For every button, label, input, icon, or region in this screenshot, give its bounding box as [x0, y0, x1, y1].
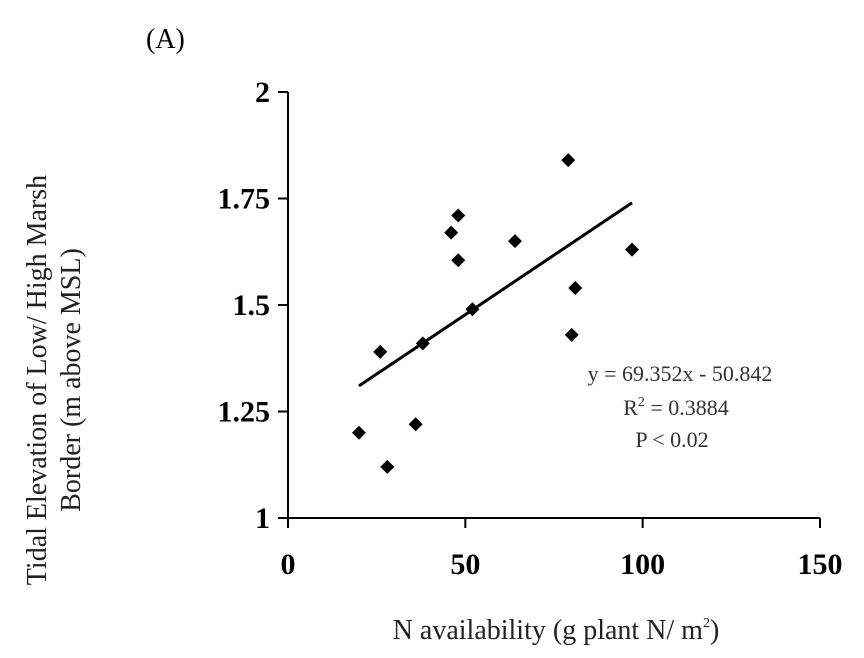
x-tick-label: 0: [281, 548, 296, 581]
data-points: [351, 153, 640, 474]
x-tick-label: 100: [620, 548, 665, 581]
data-point: [451, 208, 466, 223]
regression-equation: y = 69.352x - 50.842: [588, 361, 773, 386]
data-point: [408, 417, 423, 432]
y-tick-label: 1: [255, 502, 270, 535]
data-point: [380, 459, 395, 474]
data-point: [351, 425, 366, 440]
panel-label: (A): [146, 24, 185, 55]
trend-line-group: [358, 201, 633, 388]
data-point: [564, 327, 579, 342]
x-tick-label: 50: [450, 548, 480, 581]
y-axis-title-line-2: Border (m above MSL): [56, 248, 87, 512]
r-squared-label: R2 = 0.3884: [623, 395, 729, 420]
x-axis-ticks: 0 50 100 150: [281, 518, 843, 581]
trend-line: [358, 201, 633, 388]
y-axis-ticks: 1 1.25 1.5 1.75 2: [218, 76, 288, 535]
data-point: [373, 344, 388, 359]
data-point: [568, 280, 583, 295]
y-axis-title-line-1: Tidal Elevation of Low/ High Marsh: [22, 175, 53, 585]
x-axis-title: N availability (g plant N/ m2): [393, 615, 720, 646]
data-point: [561, 153, 576, 168]
y-tick-label: 1.75: [218, 183, 271, 216]
data-point: [507, 234, 522, 249]
data-point: [415, 336, 430, 351]
regression-annotation: y = 69.352x - 50.842 R2 = 0.3884 P < 0.0…: [588, 361, 773, 452]
data-point: [451, 253, 466, 268]
y-tick-label: 1.5: [233, 289, 271, 322]
y-tick-label: 2: [255, 76, 270, 109]
y-tick-label: 1.25: [218, 396, 271, 429]
data-point: [625, 242, 640, 257]
y-axis-title: Tidal Elevation of Low/ High Marsh Borde…: [22, 175, 87, 585]
x-tick-label: 150: [798, 548, 843, 581]
p-value-label: P < 0.02: [635, 427, 708, 452]
data-point: [465, 302, 480, 317]
data-point: [444, 225, 459, 240]
